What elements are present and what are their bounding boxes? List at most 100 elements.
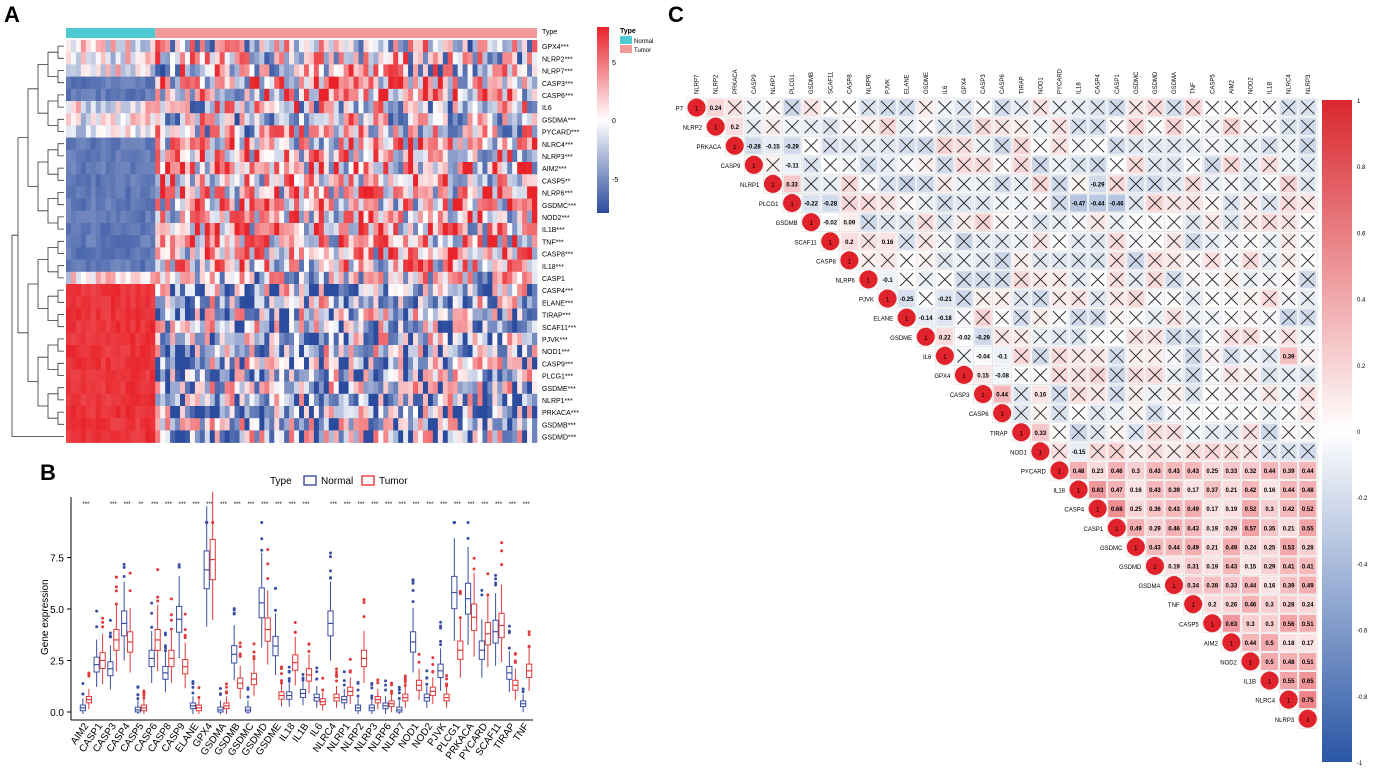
heatmap-cell [308,125,315,138]
heatmap-cell [259,369,265,382]
heatmap-cell [497,308,503,321]
heatmap-cell [467,284,473,297]
heatmap-cell [333,357,339,370]
heatmap-cell [180,210,186,224]
corr-nonsig-cross [1262,138,1277,153]
heatmap-cell [150,52,156,65]
heatmap-cell [115,284,121,297]
heatmap-cell [160,186,166,199]
heatmap-cell [175,332,181,346]
corr-nonsig-cross [1243,177,1258,191]
heatmap-cell [249,369,255,382]
heatmap-cell [85,186,92,199]
heatmap-cell [170,198,176,212]
heatmap-cell [487,125,493,138]
heatmap-cell [105,113,111,126]
heatmap-cell [343,320,349,334]
box-outlier [480,588,484,592]
heatmap-cell [229,88,235,102]
heatmap-cell [239,320,245,334]
heatmap-cell [66,64,72,77]
heatmap-cell [274,332,280,346]
heatmap-cell [462,393,468,407]
heatmap-cell [333,186,339,199]
heatmap-cell [308,381,315,395]
heatmap-cell [229,125,235,138]
heatmap-cell [219,259,225,273]
heatmap-cell [95,223,102,236]
heatmap-cell [442,101,449,114]
heatmap-cell [432,430,439,443]
heatmap-cell [239,137,245,151]
heatmap-cell [373,418,379,431]
heatmap-cell [229,52,235,65]
corr-nonsig-cross [1224,196,1239,210]
heatmap-cell [338,406,344,419]
heatmap-cell [249,308,255,321]
heatmap-cell [140,247,146,260]
heatmap-cell [294,101,300,114]
heatmap-cell [457,235,463,248]
heatmap-cell [160,308,166,321]
heatmap-cell [472,186,478,199]
box-outlier [466,536,470,540]
heatmap-cell [170,418,176,431]
heatmap-cell [294,357,300,370]
heatmap-cell [517,393,523,407]
heatmap-cell [323,101,330,114]
heatmap-cell [274,247,280,260]
heatmap-cell [269,259,275,273]
heatmap-cell [472,332,478,346]
heatmap-cell [487,149,493,163]
heatmap-cell [90,430,97,443]
heatmap-cell [184,320,191,334]
heatmap-cell [328,52,335,65]
heatmap-cell [66,125,72,138]
corr-fill [783,137,801,155]
corr-column-label: CASP6 [1000,74,1006,94]
heatmap-cell [408,125,414,138]
heatmap-cell [209,52,216,65]
heatmap-cell [532,223,538,236]
heatmap-cell [189,320,196,334]
heatmap-cell [353,430,359,443]
heatmap-cell [527,308,533,321]
heatmap-cell [85,406,92,419]
heatmap-cell [234,381,240,395]
heatmap-cell [333,113,339,126]
heatmap-cell [110,393,116,407]
heatmap-cell [393,174,399,187]
heatmap-cell [209,198,216,212]
heatmap-cell [130,76,136,90]
heatmap-cell [527,332,533,346]
heatmap-cell [175,284,181,297]
heatmap-cell [170,308,176,321]
heatmap-cell [80,88,87,102]
heatmap-cell [467,247,473,260]
box-outlier [362,598,366,602]
heatmap-cell [497,210,503,224]
heatmap-cell [234,369,240,382]
heatmap-cell [437,247,444,260]
heatmap-cell [184,381,191,395]
heatmap-cell [120,223,126,236]
heatmap-cell [130,174,136,187]
heatmap-cell [284,393,290,407]
heatmap-cell [343,393,349,407]
heatmap-cell [333,296,339,309]
box-outlier [439,639,443,643]
heatmap-cell [294,186,300,199]
heatmap-cell [294,52,300,65]
heatmap-cell [279,357,285,370]
significance-mark: *** [179,502,187,508]
heatmap-cell [398,149,404,163]
type-legend: Type Normal Tumor [620,28,653,54]
heatmap-cell [155,418,161,431]
heatmap-cell [432,320,439,334]
heatmap-cell [249,137,255,151]
heatmap-cell [477,88,483,102]
heatmap-cell [274,271,280,285]
heatmap-cell [264,235,270,248]
box-outlier [101,616,105,620]
heatmap-cell [234,149,240,163]
